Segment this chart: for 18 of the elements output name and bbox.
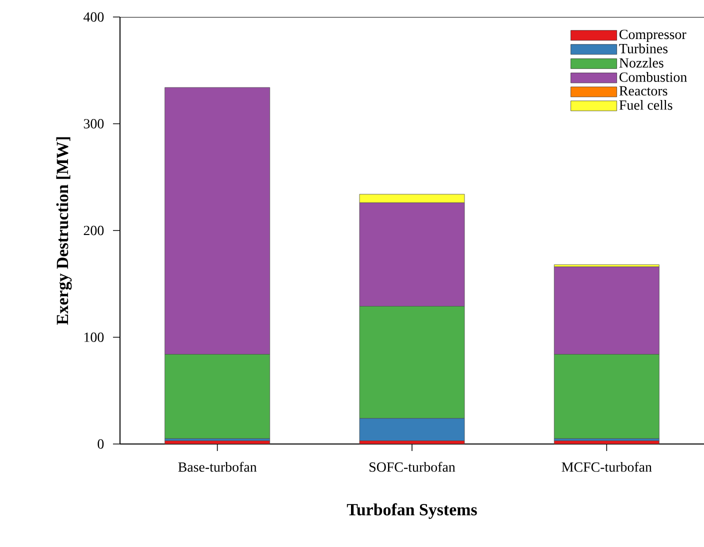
- legend-label: Nozzles: [619, 58, 664, 68]
- x-tick-label: MCFC-turbofan: [562, 462, 652, 472]
- x-tick-label: Base-turbofan: [178, 462, 257, 472]
- legend-label: Reactors: [619, 86, 668, 96]
- y-axis-title: Exergy Destruction [MW]: [56, 137, 72, 325]
- y-tick-label: 200: [84, 226, 104, 236]
- legend-label: Fuel cells: [619, 100, 672, 110]
- x-tick-label: SOFC-turbofan: [370, 462, 456, 472]
- y-tick-label: 0: [98, 439, 104, 449]
- y-tick-label: 400: [84, 12, 104, 22]
- x-axis-title: Turbofan Systems: [346, 503, 477, 519]
- legend-label: Combustion: [620, 72, 687, 82]
- bar: [164, 440, 270, 444]
- bar: [554, 440, 660, 444]
- y-tick-label: 300: [84, 119, 104, 128]
- legend-label: Compressor: [620, 30, 686, 42]
- legend-label: Turbines: [619, 44, 668, 54]
- y-tick-label: 100: [84, 332, 104, 342]
